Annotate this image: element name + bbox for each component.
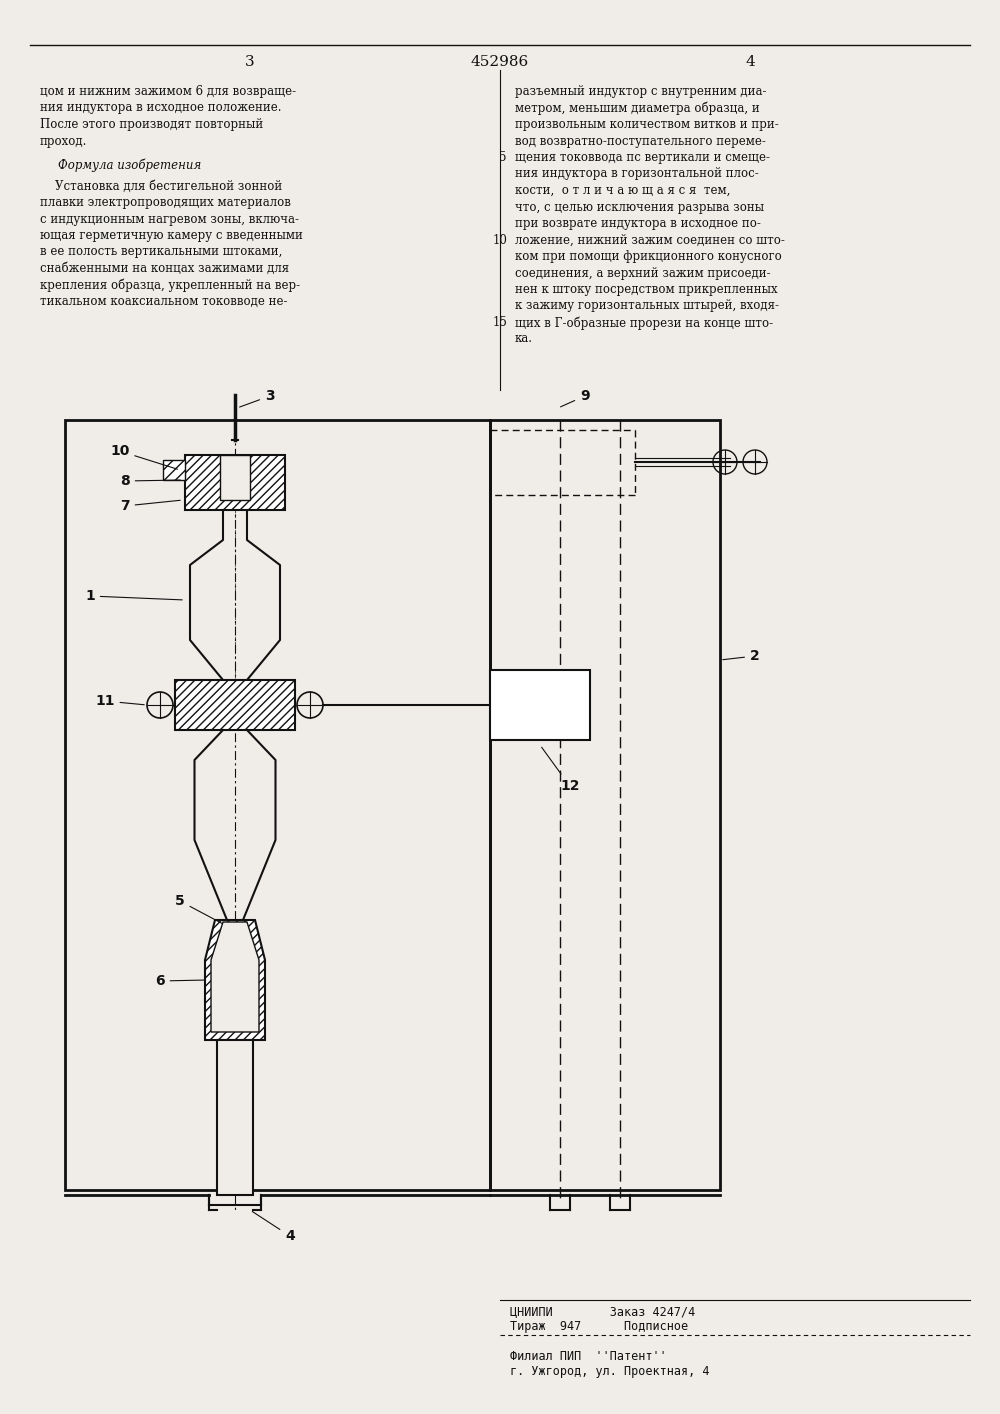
Text: 10: 10 [110, 444, 177, 469]
Text: 3: 3 [240, 389, 275, 407]
Text: щения токоввода пс вертикали и смеще-: щения токоввода пс вертикали и смеще- [515, 151, 770, 164]
Bar [163, 460, 185, 479]
Text: 4: 4 [745, 55, 755, 69]
Text: щих в Г-образные прорези на конце што-: щих в Г-образные прорези на конце што- [515, 315, 773, 329]
Text: ющая герметичную камеру с введенными: ющая герметичную камеру с введенными [40, 229, 303, 242]
Text: 15: 15 [492, 315, 507, 329]
Text: Филиал ПИП  ''Патент'': Филиал ПИП ''Патент'' [510, 1350, 667, 1363]
Polygon shape [205, 921, 265, 1041]
Text: к зажиму горизонтальных штырей, входя-: к зажиму горизонтальных штырей, входя- [515, 300, 779, 312]
Bar [490, 670, 590, 740]
Text: 11: 11 [95, 694, 144, 708]
Text: ния индуктора в исходное положение.: ния индуктора в исходное положение. [40, 102, 282, 115]
Bar [490, 420, 720, 1191]
Text: 9: 9 [561, 389, 590, 407]
Bar [175, 680, 295, 730]
Text: вод возвратно-поступательного переме-: вод возвратно-поступательного переме- [515, 134, 766, 147]
Bar [220, 455, 250, 501]
Text: 2: 2 [723, 649, 760, 663]
Text: ка.: ка. [515, 332, 533, 345]
Text: снабженными на концах зажимами для: снабженными на концах зажимами для [40, 262, 289, 274]
Bar [65, 420, 490, 1191]
Polygon shape [211, 922, 259, 1032]
Text: ния индуктора в горизонтальной плос-: ния индуктора в горизонтальной плос- [515, 167, 759, 181]
Text: 4: 4 [252, 1212, 295, 1243]
Text: г. Ужгород, ул. Проектная, 4: г. Ужгород, ул. Проектная, 4 [510, 1365, 710, 1379]
Bar [185, 455, 285, 510]
Text: плавки электропроводящих материалов: плавки электропроводящих материалов [40, 197, 291, 209]
Text: После этого производят повторный: После этого производят повторный [40, 117, 263, 132]
Text: ложение, нижний зажим соединен со што-: ложение, нижний зажим соединен со што- [515, 233, 785, 246]
Text: Формула изобретения: Формула изобретения [58, 158, 202, 173]
Text: произвольным количеством витков и при-: произвольным количеством витков и при- [515, 117, 779, 132]
Text: метром, меньшим диаметра образца, и: метром, меньшим диаметра образца, и [515, 102, 760, 115]
Text: 7: 7 [120, 499, 180, 513]
Text: кости,  о т л и ч а ю щ а я с я  тем,: кости, о т л и ч а ю щ а я с я тем, [515, 184, 730, 197]
Text: 8: 8 [120, 474, 180, 488]
Text: что, с целью исключения разрыва зоны: что, с целью исключения разрыва зоны [515, 201, 764, 214]
Text: 452986: 452986 [471, 55, 529, 69]
Text: с индукционным нагревом зоны, включа-: с индукционным нагревом зоны, включа- [40, 212, 299, 225]
Text: цом и нижним зажимом 6 для возвраще-: цом и нижним зажимом 6 для возвраще- [40, 85, 296, 98]
Text: ком при помощи фрикционного конусного: ком при помощи фрикционного конусного [515, 250, 782, 263]
Text: в ее полость вертикальными штоками,: в ее полость вертикальными штоками, [40, 246, 282, 259]
Text: 1: 1 [85, 590, 182, 602]
Text: нен к штоку посредством прикрепленных: нен к штоку посредством прикрепленных [515, 283, 778, 296]
Text: ЦНИИПИ        Заказ 4247/4: ЦНИИПИ Заказ 4247/4 [510, 1305, 695, 1318]
Text: 5: 5 [175, 894, 223, 923]
Text: при возврате индуктора в исходное по-: при возврате индуктора в исходное по- [515, 216, 761, 230]
Text: тикальном коаксиальном токовводе не-: тикальном коаксиальном токовводе не- [40, 296, 288, 308]
Text: 5: 5 [500, 151, 507, 164]
Text: соединения, а верхний зажим присоеди-: соединения, а верхний зажим присоеди- [515, 266, 771, 280]
Text: Тираж  947      Подписное: Тираж 947 Подписное [510, 1321, 688, 1333]
Text: 10: 10 [492, 233, 507, 246]
Text: разъемный индуктор с внутренним диа-: разъемный индуктор с внутренним диа- [515, 85, 767, 98]
Text: 3: 3 [245, 55, 255, 69]
Text: 6: 6 [155, 974, 204, 988]
Text: Установка для бестигельной зонной: Установка для бестигельной зонной [40, 180, 282, 192]
Text: 12: 12 [542, 747, 580, 793]
Bar [217, 1041, 253, 1195]
Text: крепления образца, укрепленный на вер-: крепления образца, укрепленный на вер- [40, 279, 300, 293]
Text: проход.: проход. [40, 134, 87, 147]
